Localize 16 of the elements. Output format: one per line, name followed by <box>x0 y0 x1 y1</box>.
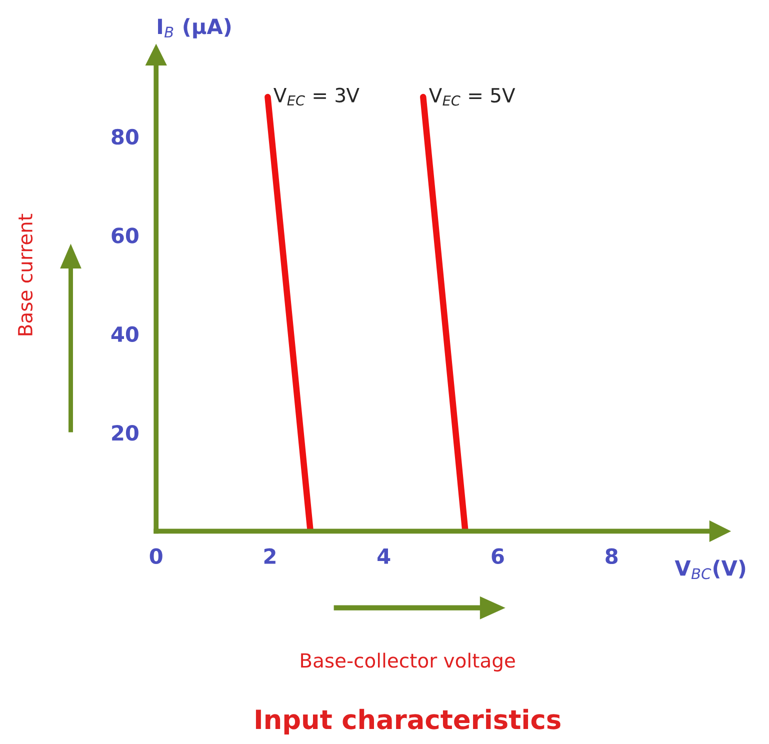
x-tick-label: 2 <box>264 548 276 564</box>
x-tick-label: 4 <box>378 548 390 564</box>
x-tick-label: 8 <box>606 548 618 564</box>
y-tick-label: 80 <box>112 128 138 145</box>
series-label: V$_{EC}$ = 5V <box>428 88 516 106</box>
y-axis-title: Base current <box>18 214 33 336</box>
text: V$_{BC}$(V) <box>674 560 746 580</box>
y-tick-label: 40 <box>111 326 138 342</box>
x-tick-label: 0 <box>150 548 162 564</box>
series-label: V$_{EC}$ = 3V <box>274 88 360 106</box>
text: Input characteristics <box>256 708 560 734</box>
y-tick-label: 20 <box>112 424 138 441</box>
x-tick-label: 6 <box>492 548 504 564</box>
y-tick-label: 60 <box>112 228 138 244</box>
text: I$_{B}$ (μA) <box>158 18 231 38</box>
x-axis-title: Base-collector voltage <box>301 652 515 672</box>
